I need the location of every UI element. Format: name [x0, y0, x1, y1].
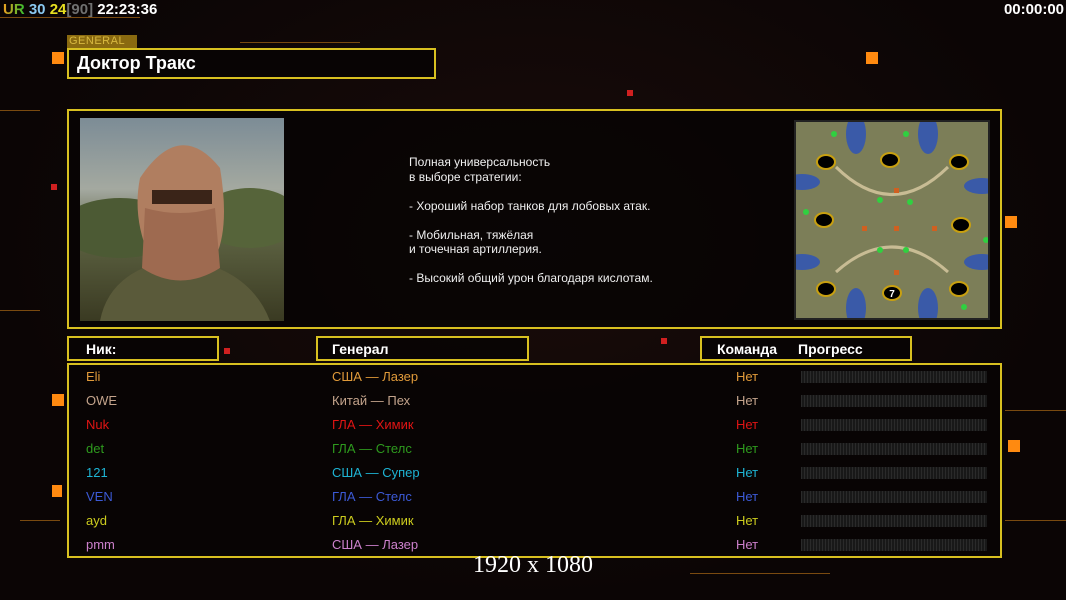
player-nick: VEN	[86, 489, 113, 504]
hud-stats: UR 30 24[90] 22:23:36	[3, 1, 157, 18]
player-team[interactable]: Нет	[736, 513, 759, 528]
decor-square	[627, 90, 633, 96]
player-progress-bar	[801, 419, 987, 431]
player-progress-bar	[801, 491, 987, 503]
decor-square	[51, 184, 57, 190]
general-portrait	[80, 118, 284, 321]
decor-square	[224, 348, 230, 354]
decor-square	[661, 338, 667, 344]
hud-timer: 00:00:00	[1003, 1, 1064, 18]
player-team[interactable]: Нет	[736, 393, 759, 408]
player-team[interactable]: Нет	[736, 489, 759, 504]
player-progress-bar	[801, 395, 987, 407]
decor-line	[1005, 520, 1066, 521]
player-progress-bar	[801, 443, 987, 455]
header-progress: Прогресс	[798, 341, 863, 357]
player-row: VEN ГЛА — Стелс Нет	[69, 487, 1000, 511]
hud-ur: UR	[3, 1, 25, 18]
decor-square	[1008, 440, 1020, 452]
portrait-image	[80, 145, 284, 321]
resolution-label: 1920 x 1080	[473, 552, 593, 578]
decor-square	[866, 52, 878, 64]
player-general[interactable]: ГЛА — Химик	[332, 417, 414, 432]
player-general[interactable]: Китай — Пех	[332, 393, 411, 408]
general-description: Полная универсальность в выборе стратеги…	[409, 155, 653, 285]
player-nick: pmm	[86, 537, 115, 552]
player-nick: Nuk	[86, 417, 110, 432]
decor-line	[240, 42, 360, 43]
header-team: Команда	[717, 341, 777, 357]
player-row: Eli США — Лазер Нет	[69, 367, 1000, 391]
header-general-box: Генерал	[316, 336, 529, 361]
player-team[interactable]: Нет	[736, 417, 759, 432]
decor-square	[1005, 216, 1017, 228]
hud-value-a: 30	[28, 1, 46, 18]
player-general[interactable]: ГЛА — Стелс	[332, 489, 412, 504]
minimap-image: 7	[784, 114, 1000, 328]
player-progress-bar	[801, 515, 987, 527]
decor-line	[690, 573, 830, 574]
decor-line	[20, 520, 60, 521]
player-nick: det	[86, 441, 105, 456]
minimap[interactable]: 7	[784, 114, 1000, 328]
header-team-progress-box: Команда Прогресс	[700, 336, 912, 361]
player-row: 121 США — Супер Нет	[69, 463, 1000, 487]
player-nick: 121	[86, 465, 108, 480]
player-nick: Eli	[86, 369, 101, 384]
player-nick: OWE	[86, 393, 118, 408]
player-nick: ayd	[86, 513, 107, 528]
player-team[interactable]: Нет	[736, 537, 759, 552]
decor-line	[0, 17, 140, 18]
general-name: Доктор Тракс	[67, 48, 436, 79]
player-progress-bar	[801, 539, 987, 551]
start-marker-label: 7	[889, 289, 895, 300]
player-row: OWE Китай — Пех Нет	[69, 391, 1000, 415]
player-progress-bar	[801, 371, 987, 383]
hud-clock: 22:23:36	[97, 1, 158, 18]
header-general: Генерал	[332, 341, 389, 357]
player-row: ayd ГЛА — Химик Нет	[69, 511, 1000, 535]
player-general[interactable]: ГЛА — Химик	[332, 513, 414, 528]
header-nick: Ник:	[86, 341, 117, 357]
player-general[interactable]: США — Лазер	[332, 369, 419, 384]
player-general[interactable]: США — Супер	[332, 465, 420, 480]
player-general[interactable]: США — Лазер	[332, 537, 419, 552]
decor-square	[52, 394, 64, 406]
player-row: Nuk ГЛА — Химик Нет	[69, 415, 1000, 439]
hud-value-c: [90]	[66, 1, 94, 18]
player-row: pmm США — Лазер Нет	[69, 535, 1000, 559]
player-progress-bar	[801, 467, 987, 479]
decor-line	[1005, 410, 1066, 411]
start-positions	[814, 152, 971, 301]
player-team[interactable]: Нет	[736, 441, 759, 456]
hud-value-b: 24	[49, 1, 67, 18]
decor-line	[0, 310, 40, 311]
decor-line	[0, 110, 40, 111]
general-tag: GENERAL	[67, 35, 137, 48]
header-nick-box: Ник:	[67, 336, 219, 361]
players-table: Eli США — Лазер Нет OWE Китай — Пех Нет …	[67, 363, 1002, 558]
player-team[interactable]: Нет	[736, 369, 759, 384]
decor-square	[52, 485, 62, 497]
player-row: det ГЛА — Стелс Нет	[69, 439, 1000, 463]
decor-square	[52, 52, 64, 64]
player-team[interactable]: Нет	[736, 465, 759, 480]
player-general[interactable]: ГЛА — Стелс	[332, 441, 412, 456]
